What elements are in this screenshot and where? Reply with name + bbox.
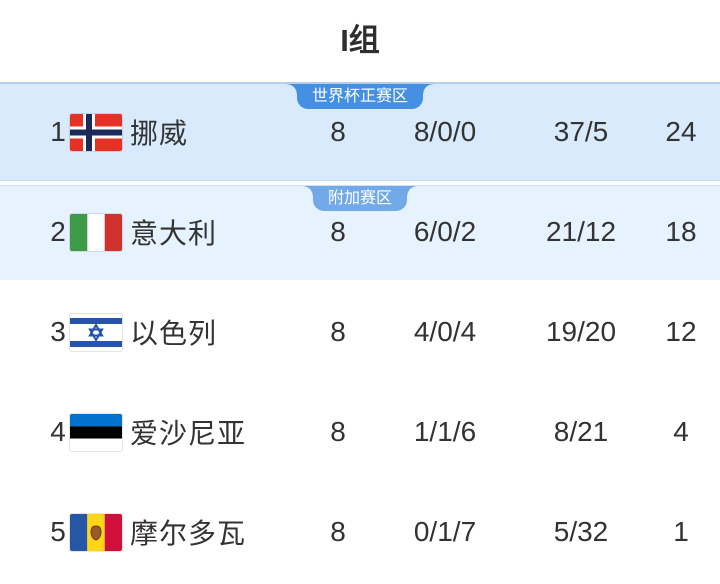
flag-israel-icon bbox=[70, 313, 122, 351]
matches-played: 8 bbox=[330, 516, 346, 547]
zone-badge-playoff: 附加赛区 bbox=[302, 186, 418, 211]
flag-italy-icon bbox=[70, 213, 122, 251]
rank-label: 2 bbox=[50, 216, 66, 247]
matches-played: 8 bbox=[330, 216, 346, 247]
points: 4 bbox=[673, 416, 689, 447]
rank-label: 1 bbox=[50, 116, 66, 147]
team-row-norway[interactable]: 1 挪威 8 8/0/0 37/5 24 bbox=[0, 82, 720, 182]
team-name: 挪威 bbox=[130, 118, 189, 149]
win-draw-loss: 8/0/0 bbox=[413, 116, 477, 147]
goals-for-against: 5/32 bbox=[553, 516, 609, 547]
team-name: 以色列 bbox=[130, 318, 218, 349]
team-name: 爱沙尼亚 bbox=[130, 418, 247, 449]
flag-estonia-icon bbox=[70, 413, 122, 451]
rank-label: 5 bbox=[50, 516, 66, 547]
team-name: 意大利 bbox=[130, 218, 218, 249]
goals-for-against: 21/12 bbox=[545, 216, 617, 247]
team-row-moldova[interactable]: 5 摩尔多瓦 8 0/1/7 5/32 1 bbox=[0, 482, 720, 582]
zone-band-playoff: 附加赛区 bbox=[0, 185, 720, 280]
goals-for-against: 19/20 bbox=[545, 316, 617, 347]
goals-for-against: 37/5 bbox=[553, 116, 609, 147]
points: 12 bbox=[665, 316, 697, 347]
team-name: 摩尔多瓦 bbox=[130, 518, 247, 549]
win-draw-loss: 0/1/7 bbox=[413, 516, 477, 547]
flag-moldova-icon bbox=[70, 513, 122, 551]
points: 1 bbox=[673, 516, 689, 547]
matches-played: 8 bbox=[330, 316, 346, 347]
zone-badge-worldcup: 世界杯正赛区 bbox=[286, 84, 434, 109]
win-draw-loss: 4/0/4 bbox=[413, 316, 477, 347]
matches-played: 8 bbox=[330, 416, 346, 447]
win-draw-loss: 6/0/2 bbox=[413, 216, 477, 247]
group-title: I组 bbox=[340, 23, 380, 58]
team-row-italy[interactable]: 2 意大利 8 6/0/2 21/12 18 bbox=[0, 182, 720, 282]
rank-label: 3 bbox=[50, 316, 66, 347]
flag-norway-icon bbox=[70, 113, 122, 151]
rank-label: 4 bbox=[50, 416, 66, 447]
team-row-israel[interactable]: 3 以色列 8 4/0/4 19/20 12 bbox=[0, 282, 720, 382]
goals-for-against: 8/21 bbox=[553, 416, 609, 447]
matches-played: 8 bbox=[330, 116, 346, 147]
points: 24 bbox=[665, 116, 697, 147]
points: 18 bbox=[665, 216, 697, 247]
win-draw-loss: 1/1/6 bbox=[413, 416, 477, 447]
team-row-estonia[interactable]: 4 爱沙尼亚 8 1/1/6 8/21 4 bbox=[0, 382, 720, 482]
